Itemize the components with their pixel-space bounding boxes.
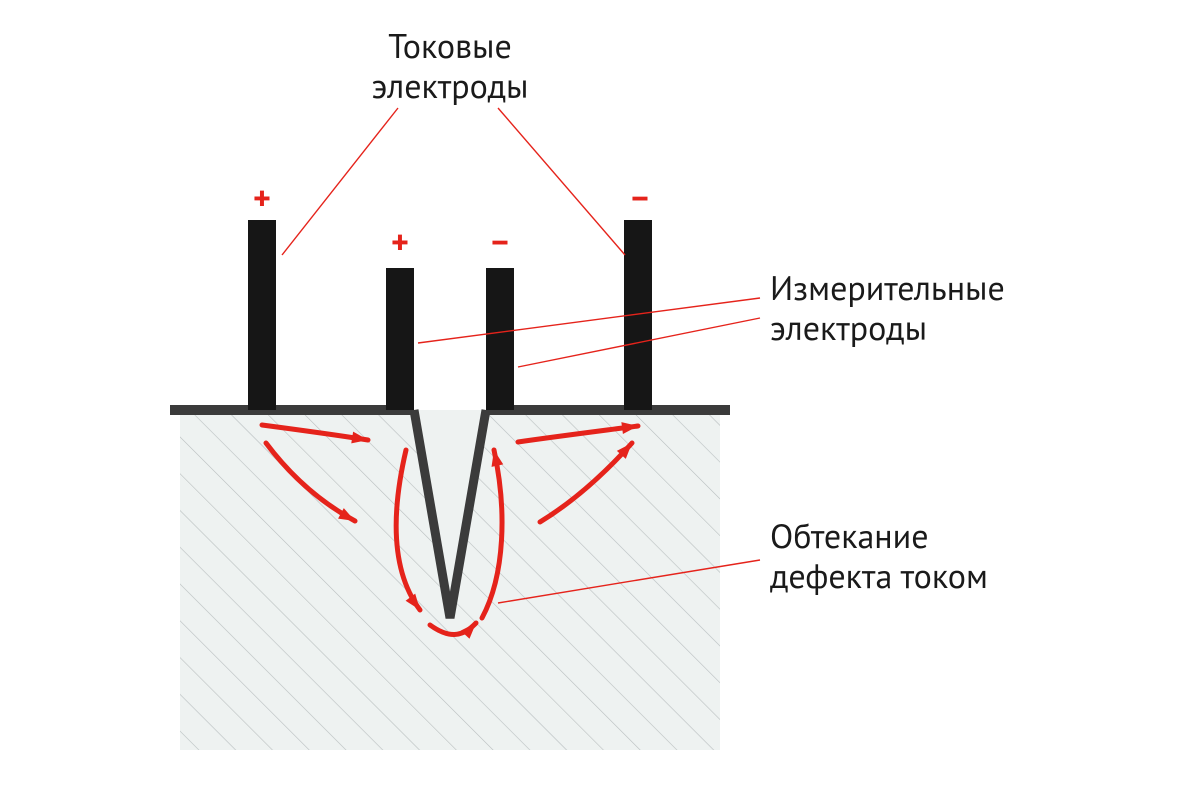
sign-outer_minus: − bbox=[631, 176, 649, 220]
sign-inner_minus: − bbox=[491, 220, 509, 264]
label-measuring_electrodes-line1: Измерительные bbox=[770, 266, 1005, 310]
sign-inner_plus: + bbox=[391, 220, 409, 264]
label-flow_around_defect-line1: Обтекание bbox=[770, 514, 929, 558]
electrode-inner-plus bbox=[386, 268, 414, 410]
label-measuring_electrodes-line2: электроды bbox=[770, 306, 927, 350]
pointer-me_top bbox=[418, 298, 760, 343]
pointer-ce_right bbox=[498, 108, 625, 255]
label-flow_around_defect-line2: дефекта током bbox=[770, 554, 988, 598]
sign-outer_plus: + bbox=[253, 176, 271, 220]
label-current_electrodes-line1: Токовые bbox=[388, 24, 512, 68]
electrode-outer-plus bbox=[248, 220, 276, 410]
diagram-root: ++−−ТоковыеэлектродыИзмерительныеэлектро… bbox=[0, 0, 1200, 803]
pointer-ce_left bbox=[282, 108, 398, 255]
label-current_electrodes-line2: электроды bbox=[371, 64, 528, 108]
electrode-inner-minus bbox=[486, 268, 514, 410]
